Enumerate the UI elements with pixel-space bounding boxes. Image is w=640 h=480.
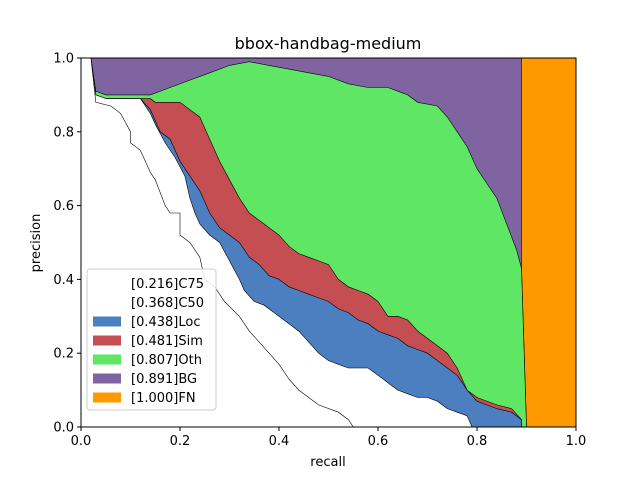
y-tick-label: 0.6 (53, 199, 74, 214)
y-axis-label: precision (29, 214, 44, 273)
y-tick-label: 0.4 (53, 273, 74, 288)
legend-label-0-216-c75: [0.216]C75 (131, 277, 204, 292)
legend-label-0-481-sim: [0.481]Sim (131, 334, 203, 349)
x-tick-label: 0.6 (368, 434, 389, 449)
legend-label-0-368-c50: [0.368]C50 (131, 296, 204, 311)
y-tick-label: 0.8 (53, 125, 74, 140)
x-tick-label: 0.2 (170, 434, 191, 449)
x-tick-label: 0.0 (71, 434, 92, 449)
legend-label-1-000-fn: [1.000]FN (131, 391, 196, 406)
legend-swatch-1-000-fn (93, 392, 121, 403)
legend-swatch-0-891-bg (93, 373, 121, 384)
axes: 0.0 0.2 0.4 0.6 0.8 1.0 0.0 0.2 0.4 0.6 0.8 1.0 (53, 52, 586, 450)
legend-label-0-891-bg: [0.891]BG (131, 372, 197, 387)
legend-swatch-0-807-oth (93, 354, 121, 365)
legend-label-0-438-loc: [0.438]Loc (131, 315, 200, 330)
legend-swatch-0-481-sim (93, 335, 121, 346)
legend-swatch-0-438-loc (93, 316, 121, 327)
y-tick-label: 1.0 (53, 52, 74, 67)
legend: [0.216]C75 [0.368]C50 [0.438]Loc [0.481]Sim… (86, 268, 217, 411)
y-tick-label: 0.2 (53, 347, 74, 362)
chart-title: bbox-handbag-medium (235, 34, 422, 53)
legend-label-0-807-oth: [0.807]Oth (131, 353, 202, 368)
x-tick-label: 1.0 (566, 434, 587, 449)
x-tick-label: 0.4 (269, 434, 290, 449)
legend-swatch-0-368-c50 (93, 297, 121, 308)
x-axis-label: recall (310, 455, 345, 470)
y-tick-label: 0.0 (53, 421, 74, 436)
legend-swatch-0-216-c75 (93, 278, 121, 289)
axes-frame (80, 57, 577, 428)
x-tick-label: 0.8 (467, 434, 488, 449)
